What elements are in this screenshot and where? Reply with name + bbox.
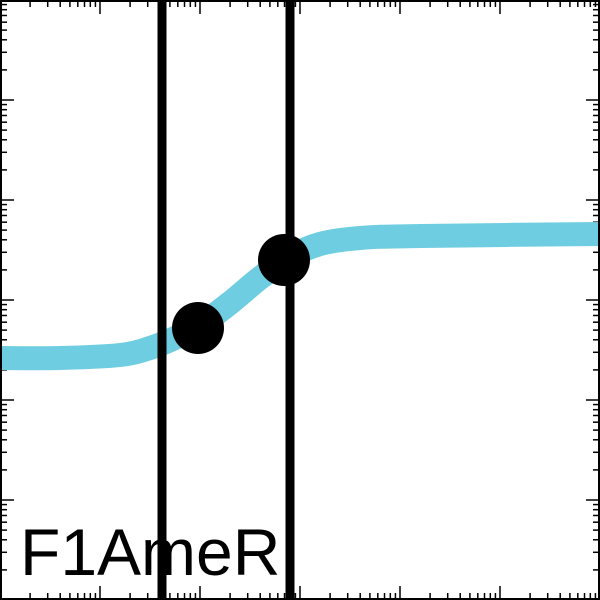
- vertical-lines: [157, 0, 295, 600]
- panel-label: F1AmeR: [20, 515, 280, 589]
- data-point: [172, 302, 224, 354]
- data-point: [258, 234, 310, 286]
- series-group: [0, 222, 600, 371]
- series-line: [0, 222, 600, 371]
- markers: [172, 234, 310, 354]
